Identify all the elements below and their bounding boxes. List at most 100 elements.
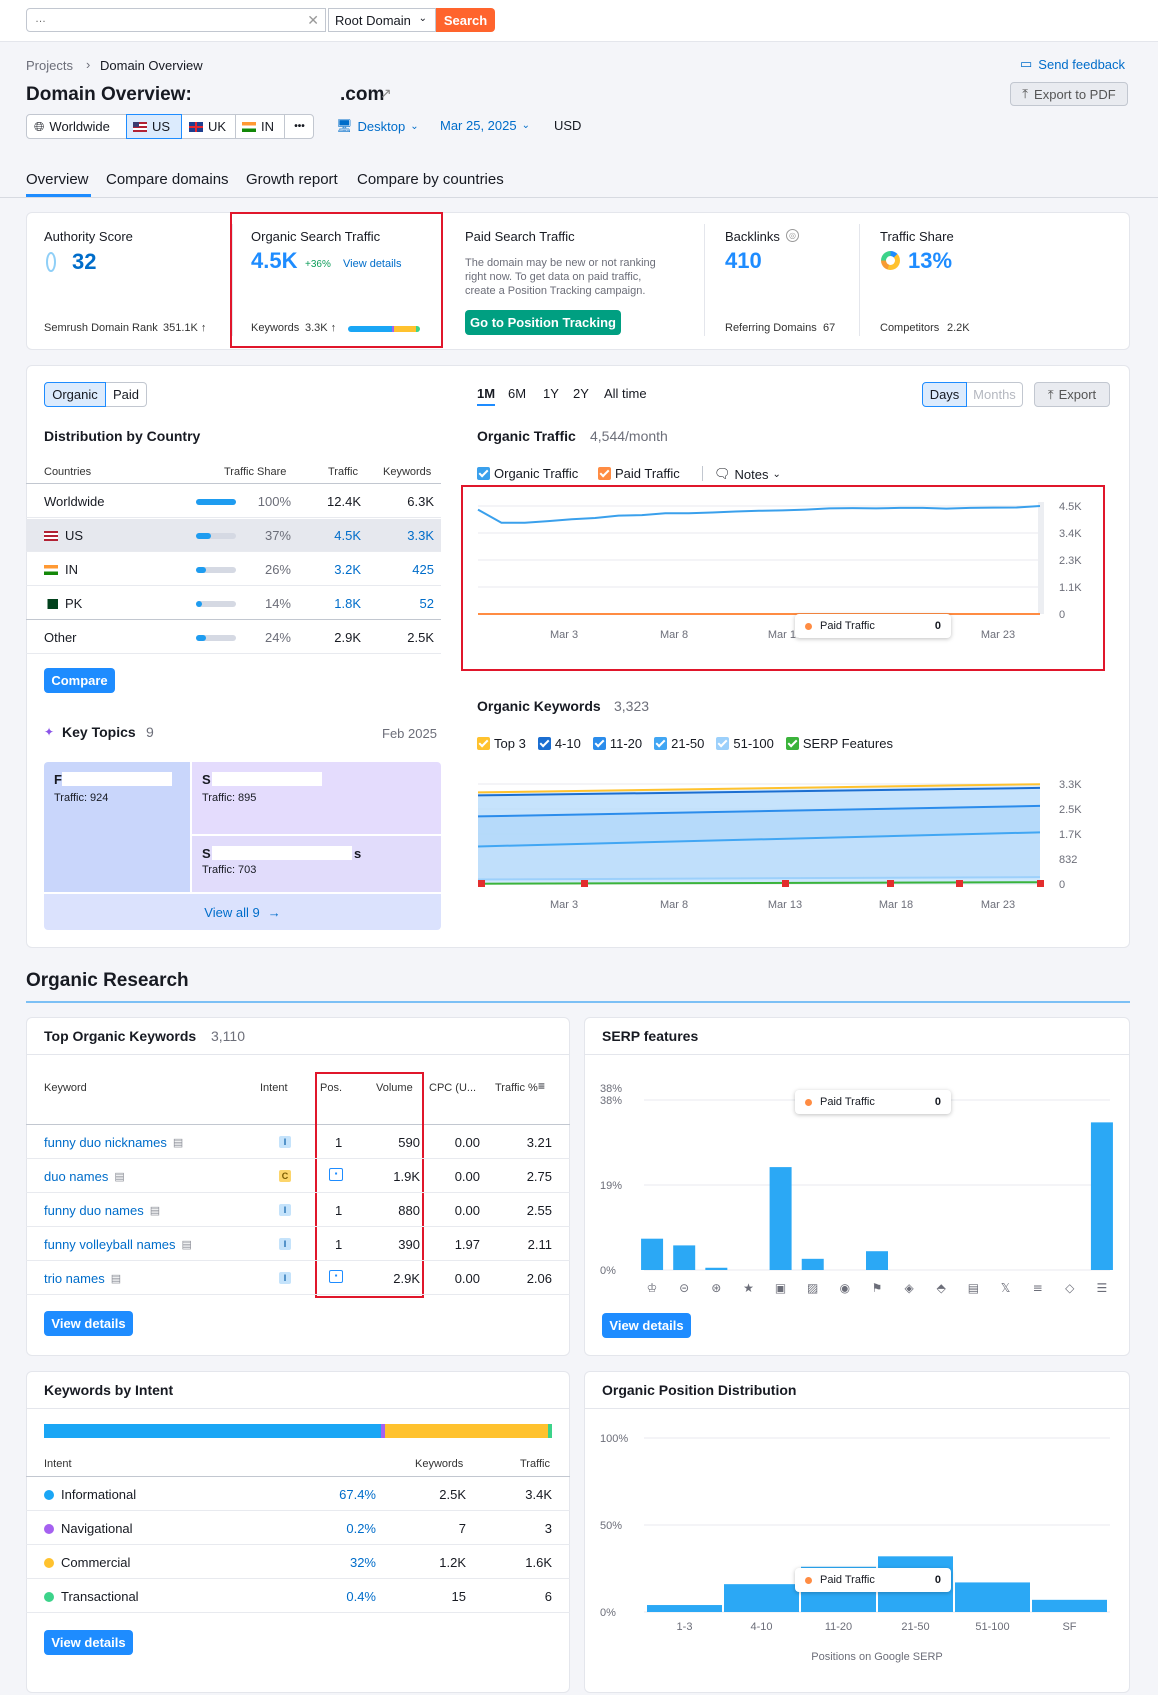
- legend-item-serp-features[interactable]: SERP Features: [785, 736, 893, 751]
- in-option[interactable]: IN: [237, 115, 285, 138]
- intent-pct[interactable]: 67.4%: [339, 1487, 376, 1502]
- topic-tile-3[interactable]: S s Traffic: 703: [192, 836, 441, 892]
- compare-button[interactable]: Compare: [44, 668, 115, 693]
- domain-search-input[interactable]: … ✕: [26, 8, 326, 32]
- months-toggle[interactable]: Months: [967, 382, 1023, 407]
- domain-type-select[interactable]: Root Domain ⌄: [328, 8, 436, 32]
- domain-rank-value[interactable]: 351.1K ↑: [163, 322, 207, 334]
- serp-feature-icon[interactable]: ◈: [905, 1281, 915, 1295]
- organic-view-details-link[interactable]: View details: [343, 258, 402, 270]
- series-line-serp-features[interactable]: [477, 881, 1041, 885]
- date-select[interactable]: Mar 25, 2025 ⌄: [440, 118, 530, 133]
- external-link-icon[interactable]: ↗: [380, 85, 392, 101]
- col-pos[interactable]: Pos.: [320, 1082, 343, 1094]
- legend-item-top-3[interactable]: Top 3: [477, 736, 526, 751]
- series-line-4-10[interactable]: [477, 786, 1041, 797]
- days-toggle[interactable]: Days: [922, 382, 967, 407]
- keyword-link[interactable]: trio names: [44, 1271, 105, 1286]
- intent-pct[interactable]: 0.4%: [346, 1589, 376, 1604]
- organic-traffic-chart[interactable]: 4.5K 3.4K 2.3K 1.1K 0 Mar 3 Mar 8 Mar 13 Mar 23: [460, 484, 1120, 670]
- legend-item-21-50[interactable]: 21-50: [654, 736, 704, 751]
- traffic-value[interactable]: 4.5K: [334, 528, 361, 543]
- organic-traffic-value[interactable]: 4.5K: [251, 248, 298, 273]
- serp-feature-icon[interactable]: ▤: [968, 1281, 979, 1295]
- serp-feature-icon[interactable]: ◇: [1065, 1281, 1075, 1295]
- uk-option[interactable]: UK: [184, 115, 236, 138]
- breadcrumb-projects[interactable]: Projects: [26, 58, 73, 73]
- legend-item-4-10[interactable]: 4-10: [537, 736, 581, 751]
- serp-feature-icon[interactable]: ▪: [329, 1168, 343, 1181]
- period-1y[interactable]: 1Y: [543, 386, 559, 401]
- traffic-value[interactable]: 3.2K: [334, 562, 361, 577]
- sort-icon[interactable]: ≡: [538, 1079, 546, 1093]
- country-row[interactable]: Worldwide 100% 12.4K 6.3K: [26, 485, 441, 518]
- clear-icon[interactable]: ✕: [307, 12, 319, 28]
- serp-feature-icon[interactable]: ☰: [1097, 1281, 1108, 1295]
- export-button[interactable]: ⤒ Export: [1034, 382, 1110, 407]
- traffic-share-value[interactable]: 13%: [908, 248, 953, 273]
- country-row[interactable]: US 37% 4.5K 3.3K: [26, 519, 441, 552]
- position-bar[interactable]: [1032, 1599, 1107, 1612]
- organic-toggle[interactable]: Organic: [44, 382, 106, 407]
- position-tracking-button[interactable]: Go to Position Tracking: [465, 310, 621, 335]
- view-all-topics-button[interactable]: View all 9 →: [44, 894, 441, 930]
- flag-marker-icon[interactable]: [478, 880, 485, 887]
- serp-bar[interactable]: [1090, 1122, 1113, 1270]
- serp-feature-icon[interactable]: ▣: [775, 1281, 786, 1295]
- notes-dropdown[interactable]: 🗨︎ Notes ⌄: [714, 466, 781, 482]
- serp-bar[interactable]: [705, 1267, 728, 1270]
- country-row[interactable]: Other 24% 2.9K 2.5K: [26, 621, 441, 654]
- send-feedback-link[interactable]: ▭ Send feedback: [1020, 56, 1125, 72]
- topic-tile-1[interactable]: F Traffic: 924: [44, 762, 190, 892]
- position-bar[interactable]: [955, 1582, 1030, 1612]
- intent-badge[interactable]: I: [279, 1136, 291, 1148]
- serp-snapshot-icon[interactable]: ▤: [181, 1239, 192, 1251]
- keywords-value[interactable]: 3.3K: [407, 528, 434, 543]
- period-all-time[interactable]: All time: [604, 386, 647, 401]
- serp-snapshot-icon[interactable]: ▤: [110, 1273, 122, 1285]
- tab-growth-report[interactable]: Growth report: [246, 171, 338, 188]
- serp-bar[interactable]: [769, 1167, 792, 1270]
- serp-snapshot-icon[interactable]: ▤: [114, 1171, 125, 1183]
- legend-item-51-100[interactable]: 51-100: [716, 736, 774, 751]
- keyword-link[interactable]: funny duo names: [44, 1203, 144, 1218]
- serp-view-details-button[interactable]: View details: [602, 1313, 691, 1338]
- serp-feature-icon[interactable]: 𝕏: [1001, 1281, 1011, 1295]
- country-row[interactable]: PK 14% 1.8K 52: [26, 587, 441, 620]
- flag-marker-icon[interactable]: [581, 880, 588, 887]
- intent-badge[interactable]: I: [279, 1204, 291, 1216]
- top-keywords-view-details-button[interactable]: View details: [44, 1311, 133, 1336]
- serp-snapshot-icon[interactable]: ▤: [149, 1205, 161, 1217]
- more-databases-button[interactable]: •••: [294, 121, 305, 132]
- tab-compare-domains[interactable]: Compare domains: [106, 171, 229, 188]
- flag-marker-icon[interactable]: [956, 880, 963, 887]
- device-select[interactable]: 🖥︎ Desktop ⌄: [336, 118, 419, 134]
- col-cpc[interactable]: CPC (U...: [429, 1082, 477, 1094]
- intent-badge[interactable]: I: [279, 1238, 291, 1250]
- keywords-value[interactable]: 425: [412, 562, 434, 577]
- organic-keywords-chart[interactable]: 3.3K 2.5K 1.7K 832 0 Mar 3 Mar 8 Mar 13 Mar 18 Ma…: [460, 766, 1120, 916]
- position-bar[interactable]: [724, 1584, 799, 1612]
- intent-distribution-bar[interactable]: [44, 1424, 552, 1438]
- tab-overview[interactable]: Overview: [26, 171, 89, 188]
- serp-feature-icon[interactable]: ⚑: [872, 1281, 883, 1295]
- paid-toggle[interactable]: Paid: [106, 382, 147, 407]
- export-pdf-button[interactable]: ⤒ Export to PDF: [1010, 82, 1128, 106]
- info-icon[interactable]: ◎: [786, 229, 799, 242]
- series-line-51-100[interactable]: [477, 876, 1041, 881]
- intent-view-details-button[interactable]: View details: [44, 1630, 133, 1655]
- flag-marker-icon[interactable]: [782, 880, 789, 887]
- series-line-11-20[interactable]: [477, 804, 1041, 818]
- intent-pct[interactable]: 32%: [349, 1555, 376, 1570]
- col-traffic-pct[interactable]: Traffic %: [495, 1082, 538, 1094]
- position-bar[interactable]: [647, 1605, 722, 1612]
- serp-bar[interactable]: [641, 1238, 664, 1270]
- intent-badge[interactable]: C: [279, 1170, 291, 1182]
- serp-feature-icon[interactable]: ★: [743, 1281, 754, 1295]
- col-volume[interactable]: Volume: [376, 1082, 413, 1094]
- legend-organic-traffic[interactable]: Organic Traffic: [477, 466, 578, 481]
- keyword-link[interactable]: funny volleyball names: [44, 1237, 176, 1252]
- keyword-link[interactable]: duo names: [44, 1169, 109, 1184]
- serp-feature-icon[interactable]: ⊛: [711, 1281, 721, 1295]
- serp-feature-icon[interactable]: ≡: [1033, 1281, 1043, 1295]
